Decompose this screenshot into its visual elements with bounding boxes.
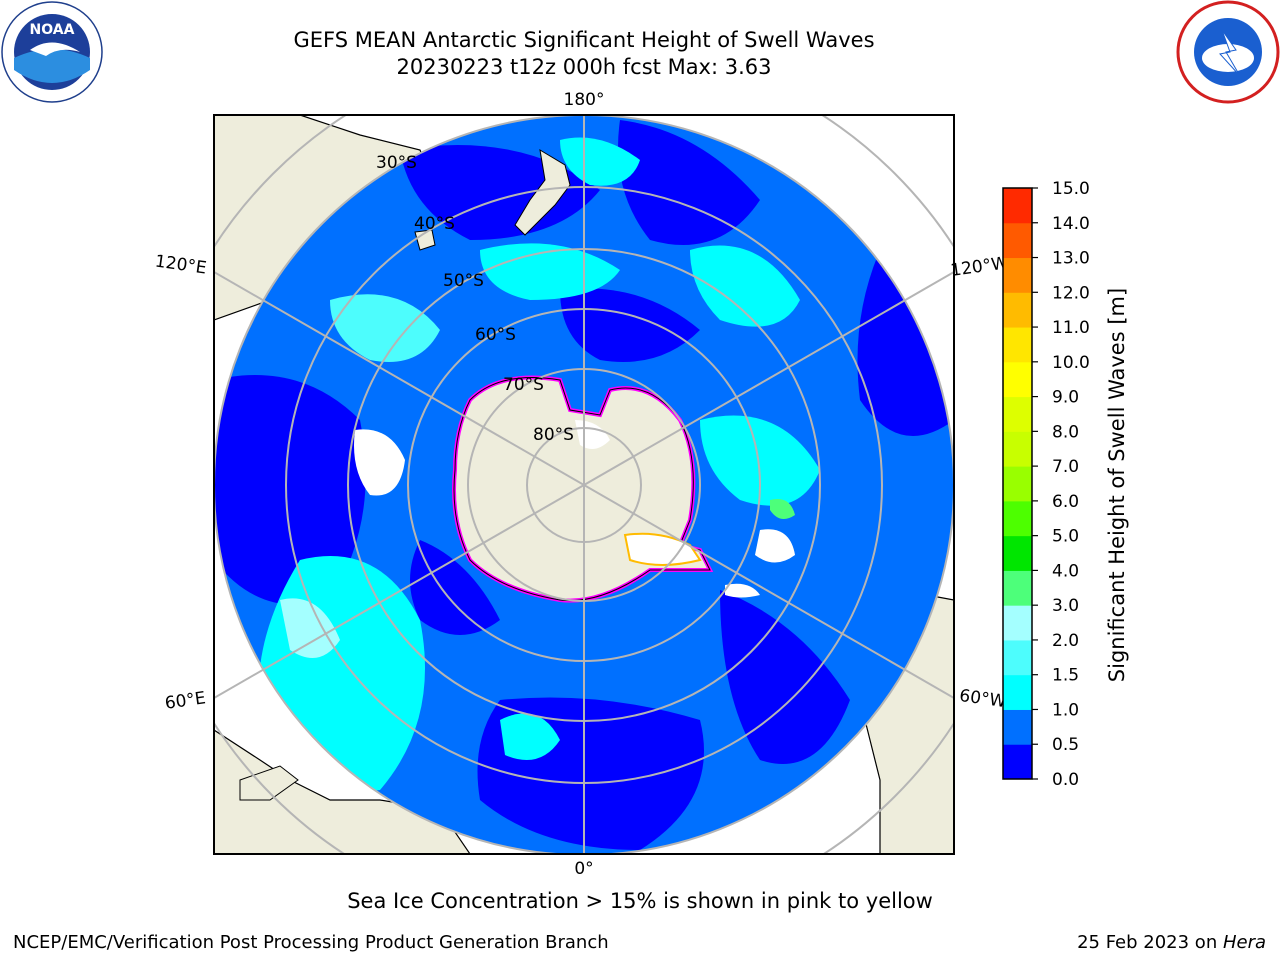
lon-label-60e: 60°E [164, 688, 207, 713]
colorbar-tick-label: 6.0 [1052, 492, 1079, 512]
colorbar-swatch [1003, 570, 1032, 606]
colorbar-swatch [1003, 744, 1032, 780]
lon-label-0: 0° [574, 859, 593, 879]
lat-label-50s: 50°S [443, 271, 484, 291]
colorbar-swatch [1003, 709, 1032, 745]
lon-label-120e: 120°E [154, 252, 208, 279]
map-title: GEFS MEAN Antarctic Significant Height o… [293, 28, 875, 52]
nws-logo [1176, 0, 1280, 104]
colorbar-tick-label: 9.0 [1052, 388, 1079, 408]
map-subtitle: 20230223 t12z 000h fcst Max: 3.63 [396, 55, 772, 79]
colorbar-tick-label: 5.0 [1052, 527, 1079, 547]
colorbar-swatch [1003, 605, 1032, 641]
lat-label-60s: 60°S [475, 325, 516, 345]
noaa-logo: NOAA [1, 1, 103, 103]
lat-label-80s: 80°S [533, 425, 574, 445]
colorbar-frame [1002, 187, 1033, 780]
colorbar: 0.0 0.5 1.0 1.5 2.0 3.0 4.0 5.0 6.0 7.0 8.0 9.0 10.0… [1003, 179, 1090, 790]
colorbar-swatch [1003, 639, 1032, 676]
colorbar-tick-label: 11.0 [1052, 318, 1090, 338]
colorbar-tick-label: 14.0 [1052, 214, 1090, 234]
antarctica [452, 375, 714, 603]
noaa-logo-text: NOAA [30, 22, 75, 38]
colorbar-tick-label: 1.0 [1052, 700, 1079, 720]
colorbar-swatch [1003, 257, 1032, 293]
colorbar-tick-label: 4.0 [1052, 561, 1079, 581]
footer-date: 25 Feb 2023 on Hera [1077, 932, 1266, 953]
lon-label-180: 180° [564, 90, 605, 110]
colorbar-swatch [1003, 466, 1032, 502]
lat-label-70s: 70°S [503, 375, 544, 395]
colorbar-swatch [1003, 500, 1032, 537]
colorbar-tick-label: 2.0 [1052, 631, 1079, 651]
footer-credit: NCEP/EMC/Verification Post Processing Pr… [13, 932, 609, 953]
colorbar-swatch [1003, 327, 1032, 363]
colorbar-tick-label: 0.5 [1052, 735, 1079, 755]
colorbar-swatch [1003, 188, 1032, 224]
colorbar-swatch [1003, 396, 1032, 432]
colorbar-swatch [1003, 535, 1032, 571]
colorbar-tick-label: 15.0 [1052, 179, 1090, 199]
colorbar-tick-label: 13.0 [1052, 249, 1090, 269]
lat-label-40s: 40°S [414, 214, 455, 234]
sea-ice-note: Sea Ice Concentration > 15% is shown in … [347, 889, 933, 913]
graticule [214, 115, 954, 854]
colorbar-swatch [1003, 292, 1032, 328]
lon-label-60w: 60°W [958, 686, 1007, 712]
footer-host: Hera [1222, 932, 1266, 953]
colorbar-swatch [1003, 361, 1032, 398]
colorbar-swatch [1003, 222, 1032, 259]
colorbar-tick-label: 1.5 [1052, 666, 1079, 686]
colorbar-label: Significant Height of Swell Waves [m] [1105, 288, 1129, 682]
footer-date-text: 25 Feb 2023 on [1077, 932, 1223, 953]
colorbar-tick-label: 8.0 [1052, 422, 1079, 442]
colorbar-tick-label: 3.0 [1052, 596, 1079, 616]
lon-label-120w: 120°W [949, 253, 1009, 281]
colorbar-tick-label: 12.0 [1052, 283, 1090, 303]
colorbar-tick-label: 0.0 [1052, 770, 1079, 790]
colorbar-swatch [1003, 431, 1032, 467]
colorbar-tick-label: 10.0 [1052, 353, 1090, 373]
colorbar-tick-label: 7.0 [1052, 457, 1079, 477]
lat-label-30s: 30°S [376, 153, 417, 173]
colorbar-swatch [1003, 674, 1032, 710]
map-frame [213, 114, 955, 855]
